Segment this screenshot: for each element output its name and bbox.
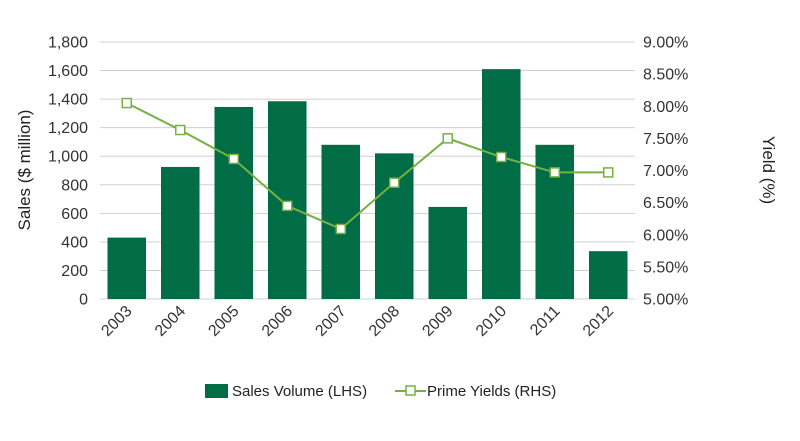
- yield-point-2011: [549, 167, 560, 178]
- bar-2003: [107, 237, 147, 299]
- right-axis-title: Yield (%): [759, 136, 778, 204]
- yield-point-2003: [121, 97, 132, 109]
- y-tick-label: 800: [61, 177, 88, 194]
- left-axis-title: Sales ($ million): [15, 110, 34, 231]
- y2-tick-label: 8.50%: [643, 67, 688, 84]
- y-tick-label: 600: [61, 206, 88, 223]
- x-axis-ticks: 2003 2004 2005 2006 2007 2008 2009 2010 2011 2012: [98, 303, 617, 340]
- legend: Sales Volume (LHS) Prime Yields (RHS): [205, 383, 556, 400]
- sales-bars: [107, 69, 628, 299]
- yield-point-2012: [603, 167, 614, 178]
- yield-point-2007: [335, 223, 346, 235]
- right-axis-ticks: 5.00% 5.50% 6.00% 6.50% 7.00% 7.50% 8.00% 8.50%…: [643, 35, 688, 309]
- legend-marker-yields: [405, 385, 416, 396]
- yield-point-2010: [496, 151, 507, 163]
- left-axis-ticks: 0 200 400 600 800 1,000 1,200 1,400 1,600 1,800: [48, 35, 88, 309]
- legend-label-sales: Sales Volume (LHS): [232, 383, 367, 400]
- legend-swatch-sales: [205, 384, 228, 398]
- x-tick-label: 2005: [205, 303, 242, 340]
- y2-tick-label: 7.50%: [643, 131, 688, 148]
- x-tick-label: 2012: [580, 303, 617, 340]
- y2-tick-label: 5.00%: [643, 292, 688, 309]
- bar-2004: [160, 166, 200, 299]
- x-tick-label: 2009: [419, 303, 456, 340]
- y-tick-label: 0: [79, 292, 88, 309]
- x-tick-label: 2007: [312, 303, 349, 340]
- y2-tick-label: 6.50%: [643, 195, 688, 212]
- bar-2005: [214, 106, 254, 299]
- x-tick-label: 2011: [527, 303, 563, 339]
- bar-2009: [428, 206, 468, 299]
- bar-2010: [481, 69, 521, 299]
- y2-tick-label: 6.00%: [643, 227, 688, 244]
- y-tick-label: 1,800: [48, 35, 88, 52]
- x-tick-label: 2003: [98, 303, 135, 340]
- x-tick-label: 2004: [152, 303, 189, 340]
- y-tick-label: 400: [61, 234, 88, 251]
- legend-label-yields: Prime Yields (RHS): [427, 383, 556, 400]
- y-tick-label: 200: [61, 263, 88, 280]
- y-tick-label: 1,200: [48, 120, 88, 137]
- yield-line: [126, 102, 609, 231]
- yield-point-2004: [175, 124, 186, 136]
- yield-point-2008: [389, 177, 400, 188]
- yield-point-2005: [228, 153, 239, 165]
- y-tick-label: 1,600: [48, 63, 88, 80]
- yield-point-2006: [282, 200, 293, 212]
- yield-point-2009: [442, 133, 453, 144]
- x-tick-label: 2008: [366, 303, 403, 340]
- bar-2008: [374, 153, 414, 299]
- y-tick-label: 1,400: [48, 92, 88, 109]
- y2-tick-label: 9.00%: [643, 35, 688, 52]
- y2-tick-label: 5.50%: [643, 259, 688, 276]
- y2-tick-label: 8.00%: [643, 99, 688, 116]
- x-tick-label: 2010: [473, 303, 510, 340]
- y2-tick-label: 7.00%: [643, 163, 688, 180]
- y-tick-label: 1,000: [48, 149, 88, 166]
- bar-2007: [321, 144, 361, 299]
- bar-2006: [267, 101, 307, 299]
- yield-line-layer: [121, 97, 614, 235]
- x-tick-label: 2006: [259, 303, 296, 340]
- bar-2012: [588, 251, 628, 299]
